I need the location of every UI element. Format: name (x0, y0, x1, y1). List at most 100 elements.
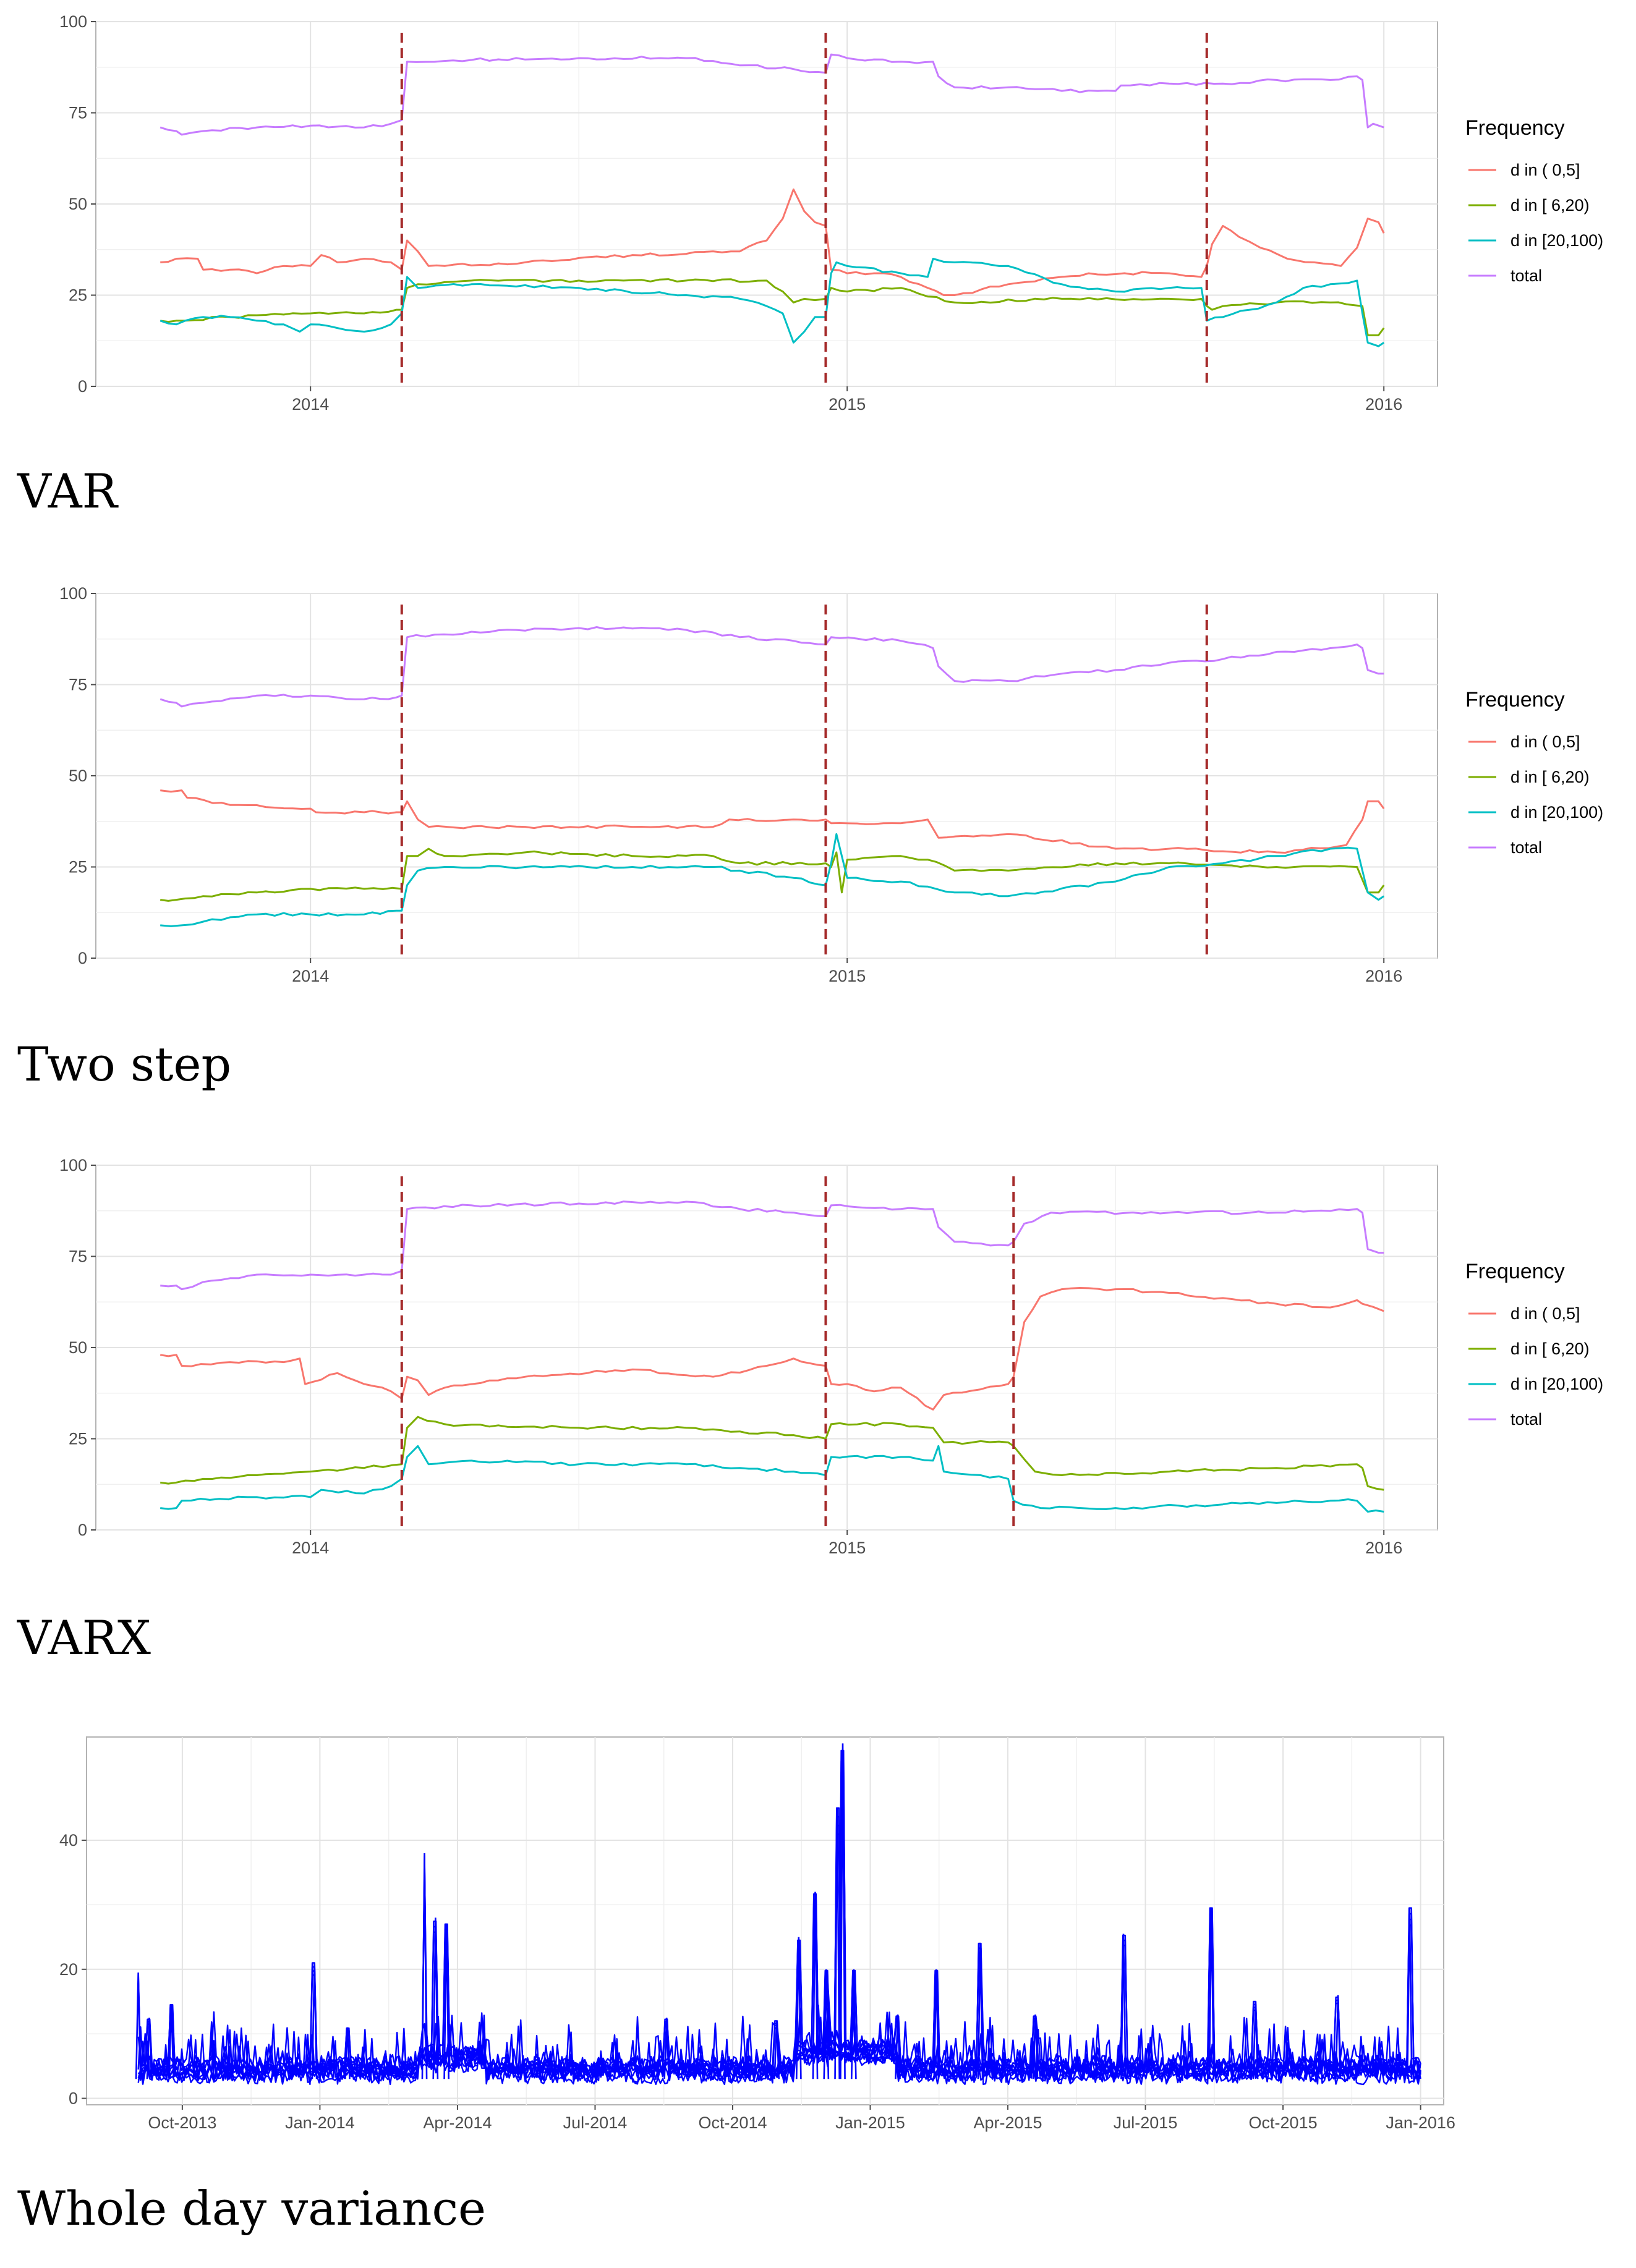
y-tick-label: 25 (69, 858, 87, 877)
legend: Frequency d in ( 0,5] d in [ 6,20) d in [2… (1465, 688, 1603, 857)
variance-peak (168, 2005, 174, 2079)
caption-varx: VARX (17, 1610, 151, 1665)
break-lines (400, 1176, 1015, 1530)
legend-label: d in ( 0,5] (1510, 1304, 1580, 1323)
variance-peak (795, 1937, 802, 2079)
legend-label: d in [ 6,20) (1510, 768, 1590, 786)
variance-peak (344, 2027, 351, 2079)
y-tick-label: 40 (59, 1831, 78, 1850)
series-line (160, 258, 1385, 347)
caption-whole-day-variance: Whole day variance (17, 2181, 486, 2236)
series-line (160, 188, 1385, 296)
series-line (160, 847, 1385, 902)
variance-peaks (135, 1743, 1413, 2079)
variance-lines (135, 1743, 1421, 2086)
y-tick-label: 0 (78, 949, 87, 967)
grid-lines (96, 1165, 1438, 1531)
y-axis: 0 25 50 75 100 (59, 12, 96, 396)
x-tick-label: Jul-2014 (563, 2113, 628, 2132)
legend-label: d in [ 6,20) (1510, 196, 1590, 214)
legend-label: total (1510, 266, 1542, 285)
series-line (160, 278, 1385, 336)
legend-title: Frequency (1465, 116, 1565, 140)
variance-peak (1335, 1995, 1341, 2079)
series-lines (160, 1200, 1384, 1513)
y-tick-label: 50 (69, 767, 87, 785)
variance-peak (135, 1972, 142, 2079)
caption-var: VAR (17, 464, 117, 519)
variance-series-line (137, 1833, 1421, 2073)
variance-peak (146, 2018, 153, 2079)
grid-lines (96, 21, 1438, 387)
variance-peak (823, 1969, 830, 2079)
x-axis: 2014 2015 2016 (292, 386, 1402, 414)
variance-peak (895, 2014, 901, 2079)
legend-label: d in ( 0,5] (1510, 161, 1580, 179)
variance-peak (933, 1969, 940, 2079)
variance-peak (421, 1853, 428, 2079)
variance-peak (850, 1969, 857, 2079)
x-tick-label: Apr-2015 (973, 2113, 1042, 2132)
legend-label: d in [20,100) (1510, 803, 1603, 822)
x-tick-label: 2014 (292, 967, 329, 985)
y-tick-label: 0 (78, 377, 87, 396)
y-axis: 0 25 50 75 100 (59, 1156, 96, 1539)
legend-label: d in [20,100) (1510, 1375, 1603, 1393)
y-tick-label: 100 (59, 584, 87, 603)
y-tick-label: 25 (69, 1430, 87, 1448)
series-line (160, 53, 1384, 136)
series-line (160, 1287, 1384, 1411)
legend-label: total (1510, 1410, 1542, 1429)
variance-peak (432, 1918, 439, 2079)
legend: Frequency d in ( 0,5] d in [ 6,20) d in [2… (1465, 116, 1603, 285)
x-tick-label: Jan-2014 (285, 2113, 355, 2132)
x-tick-label: Oct-2014 (698, 2113, 767, 2132)
variance-peak (1406, 1908, 1413, 2079)
series-line (160, 1445, 1384, 1513)
y-tick-label: 100 (59, 1156, 87, 1174)
grid-lines (96, 593, 1438, 959)
y-tick-label: 25 (69, 286, 87, 305)
two-step-chart-panel: 0 25 50 75 100 2014 2015 2016 Frequency d in (… (59, 584, 1603, 985)
variance-peak (443, 1924, 449, 2079)
y-tick-label: 50 (69, 195, 87, 213)
series-line (160, 1200, 1384, 1291)
variance-peak (834, 1807, 840, 2079)
legend: Frequency d in ( 0,5] d in [ 6,20) d in [2… (1465, 1260, 1603, 1429)
y-tick-label: 75 (69, 104, 87, 122)
x-tick-label: Jan-2016 (1386, 2113, 1455, 2132)
variance-peak (1208, 1908, 1215, 2079)
y-tick-label: 20 (59, 1960, 78, 1979)
series-line (160, 789, 1385, 854)
x-tick-label: 2015 (829, 395, 866, 414)
y-tick-label: 0 (69, 2089, 78, 2108)
x-tick-label: Jul-2015 (1114, 2113, 1178, 2132)
x-tick-label: 2016 (1365, 395, 1402, 414)
x-tick-label: 2015 (829, 1539, 866, 1557)
x-tick-label: 2016 (1365, 967, 1402, 985)
variance-peak (663, 2018, 670, 2079)
legend-label: d in [ 6,20) (1510, 1340, 1590, 1358)
varx-chart-panel: 0 25 50 75 100 2014 2015 2016 Frequency d in (… (59, 1156, 1603, 1557)
legend-items: d in ( 0,5] d in [ 6,20) d in [20,100) tota… (1468, 1304, 1603, 1429)
legend-title: Frequency (1465, 1260, 1565, 1283)
y-tick-label: 75 (69, 676, 87, 694)
caption-two-step: Two step (17, 1037, 232, 1092)
x-axis: Oct-2013 Jan-2014 Apr-2014 Jul-2014 Oct-2014… (148, 2105, 1455, 2132)
variance-peak (773, 2021, 780, 2079)
series-line (160, 1416, 1384, 1491)
y-axis: 0 20 40 (59, 1831, 87, 2108)
x-tick-label: 2014 (292, 395, 329, 414)
legend-items: d in ( 0,5] d in [ 6,20) d in [20,100) tota… (1468, 161, 1603, 285)
legend-items: d in ( 0,5] d in [ 6,20) d in [20,100) tota… (1468, 733, 1603, 857)
variance-peak (840, 1743, 846, 2079)
variance-peak (1252, 2001, 1259, 2079)
series-lines (160, 53, 1385, 347)
x-tick-label: Oct-2015 (1249, 2113, 1318, 2132)
break-lines (400, 605, 1208, 958)
y-axis: 0 25 50 75 100 (59, 584, 96, 967)
x-tick-label: 2015 (829, 967, 866, 985)
legend-label: total (1510, 838, 1542, 857)
series-lines (160, 626, 1385, 927)
variance-peak (812, 1892, 819, 2079)
